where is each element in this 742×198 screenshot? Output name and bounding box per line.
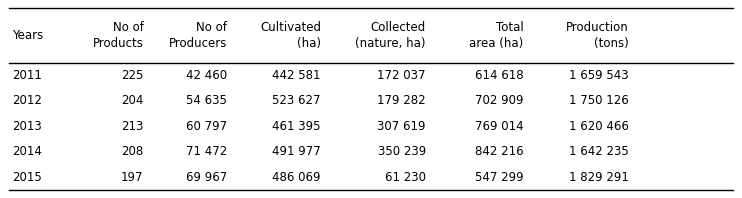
Text: 842 216: 842 216 <box>475 145 524 158</box>
Text: 172 037: 172 037 <box>378 69 426 82</box>
Text: No of
Products: No of Products <box>93 21 143 50</box>
Text: 350 239: 350 239 <box>378 145 426 158</box>
Text: 1 642 235: 1 642 235 <box>569 145 628 158</box>
Text: 442 581: 442 581 <box>272 69 321 82</box>
Text: 225: 225 <box>121 69 143 82</box>
Text: 2014: 2014 <box>12 145 42 158</box>
Text: 461 395: 461 395 <box>272 120 321 133</box>
Text: 2013: 2013 <box>12 120 42 133</box>
Text: Total
area (ha): Total area (ha) <box>470 21 524 50</box>
Text: 2012: 2012 <box>12 94 42 107</box>
Text: 547 299: 547 299 <box>475 171 524 184</box>
Text: 491 977: 491 977 <box>272 145 321 158</box>
Text: 307 619: 307 619 <box>378 120 426 133</box>
Text: 486 069: 486 069 <box>272 171 321 184</box>
Text: 1 829 291: 1 829 291 <box>569 171 628 184</box>
Text: 523 627: 523 627 <box>272 94 321 107</box>
Text: 769 014: 769 014 <box>475 120 524 133</box>
Text: 54 635: 54 635 <box>186 94 227 107</box>
Text: Years: Years <box>12 29 43 42</box>
Text: 208: 208 <box>121 145 143 158</box>
Text: 179 282: 179 282 <box>378 94 426 107</box>
Text: 2015: 2015 <box>12 171 42 184</box>
Text: Production
(tons): Production (tons) <box>566 21 628 50</box>
Text: 204: 204 <box>121 94 143 107</box>
Text: 1 659 543: 1 659 543 <box>569 69 628 82</box>
Text: 2011: 2011 <box>12 69 42 82</box>
Text: Cultivated
(ha): Cultivated (ha) <box>260 21 321 50</box>
Text: 1 620 466: 1 620 466 <box>569 120 628 133</box>
Text: 197: 197 <box>121 171 143 184</box>
Text: 702 909: 702 909 <box>475 94 524 107</box>
Text: 213: 213 <box>121 120 143 133</box>
Text: 42 460: 42 460 <box>186 69 227 82</box>
Text: No of
Producers: No of Producers <box>168 21 227 50</box>
Text: 60 797: 60 797 <box>186 120 227 133</box>
Text: 71 472: 71 472 <box>186 145 227 158</box>
Text: 614 618: 614 618 <box>475 69 524 82</box>
Text: 69 967: 69 967 <box>186 171 227 184</box>
Text: 1 750 126: 1 750 126 <box>569 94 628 107</box>
Text: 61 230: 61 230 <box>385 171 426 184</box>
Text: Collected
(nature, ha): Collected (nature, ha) <box>355 21 426 50</box>
